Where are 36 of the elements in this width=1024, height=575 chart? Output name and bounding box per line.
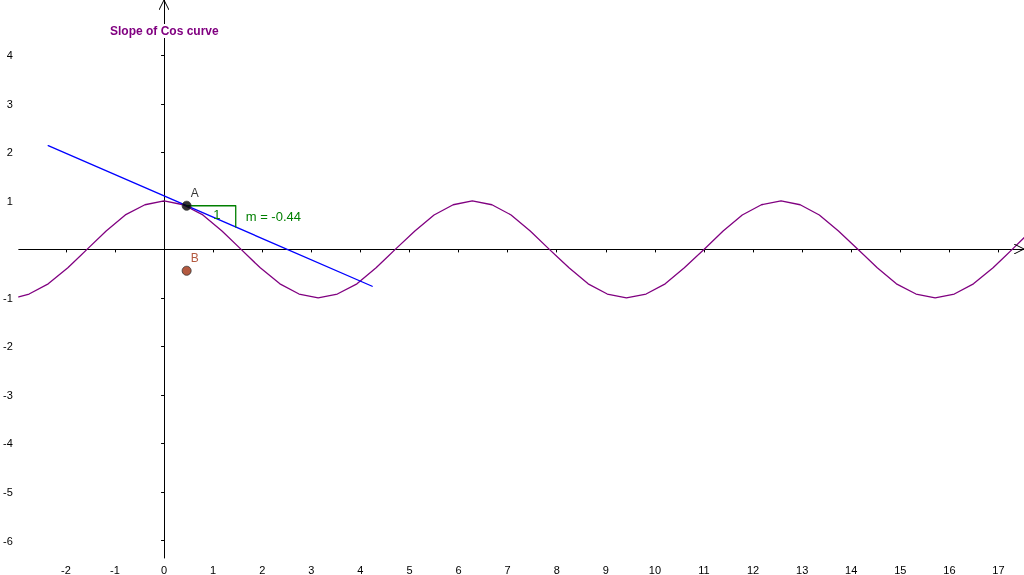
- data-label: B: [190, 250, 199, 265]
- x-tick-label: 5: [406, 563, 413, 575]
- x-tick-label: 0: [161, 563, 168, 575]
- y-tick-label: -2: [3, 340, 13, 353]
- x-tick-label: -1: [110, 563, 120, 575]
- x-tick-label: 10: [648, 563, 662, 575]
- x-tick-label: 11: [698, 563, 710, 575]
- y-tick-label: -4: [3, 437, 13, 450]
- x-tick-label: 16: [943, 563, 956, 575]
- x-tick-label: 4: [357, 563, 364, 575]
- x-tick-label: 9: [602, 563, 609, 575]
- y-tick-label: 1: [6, 194, 13, 207]
- text: Slope of Cos curve: [110, 24, 220, 38]
- x-tick-label: 6: [455, 563, 462, 575]
- y-tick-label: -5: [3, 486, 13, 499]
- x-tick-label: 7: [504, 563, 511, 575]
- line-series: [18, 200, 1024, 299]
- x-tick-label: 17: [992, 563, 1005, 575]
- series-label: m = -0.44: [245, 208, 302, 224]
- x-tick-label: 12: [746, 563, 760, 575]
- x-tick-label: 8: [553, 563, 560, 575]
- x-tick-label: 14: [845, 563, 858, 575]
- data-label: A: [190, 185, 199, 200]
- annotation: 1: [213, 206, 221, 222]
- y-tick-label: 3: [6, 97, 13, 110]
- y-tick-label: -3: [3, 388, 13, 401]
- y-tick-label: 4: [6, 49, 13, 62]
- x-tick-label: 13: [796, 563, 809, 575]
- x-tick-label: -2: [61, 563, 71, 575]
- y-tick-label: -6: [3, 534, 13, 547]
- y-tick-label: -1: [3, 291, 13, 304]
- y-tick-label: 2: [6, 146, 13, 159]
- x-tick-label: 15: [894, 563, 907, 575]
- x-tick-label: 1: [210, 563, 217, 575]
- x-tick-label: 3: [308, 563, 315, 575]
- x-tick-label: 2: [259, 563, 266, 575]
